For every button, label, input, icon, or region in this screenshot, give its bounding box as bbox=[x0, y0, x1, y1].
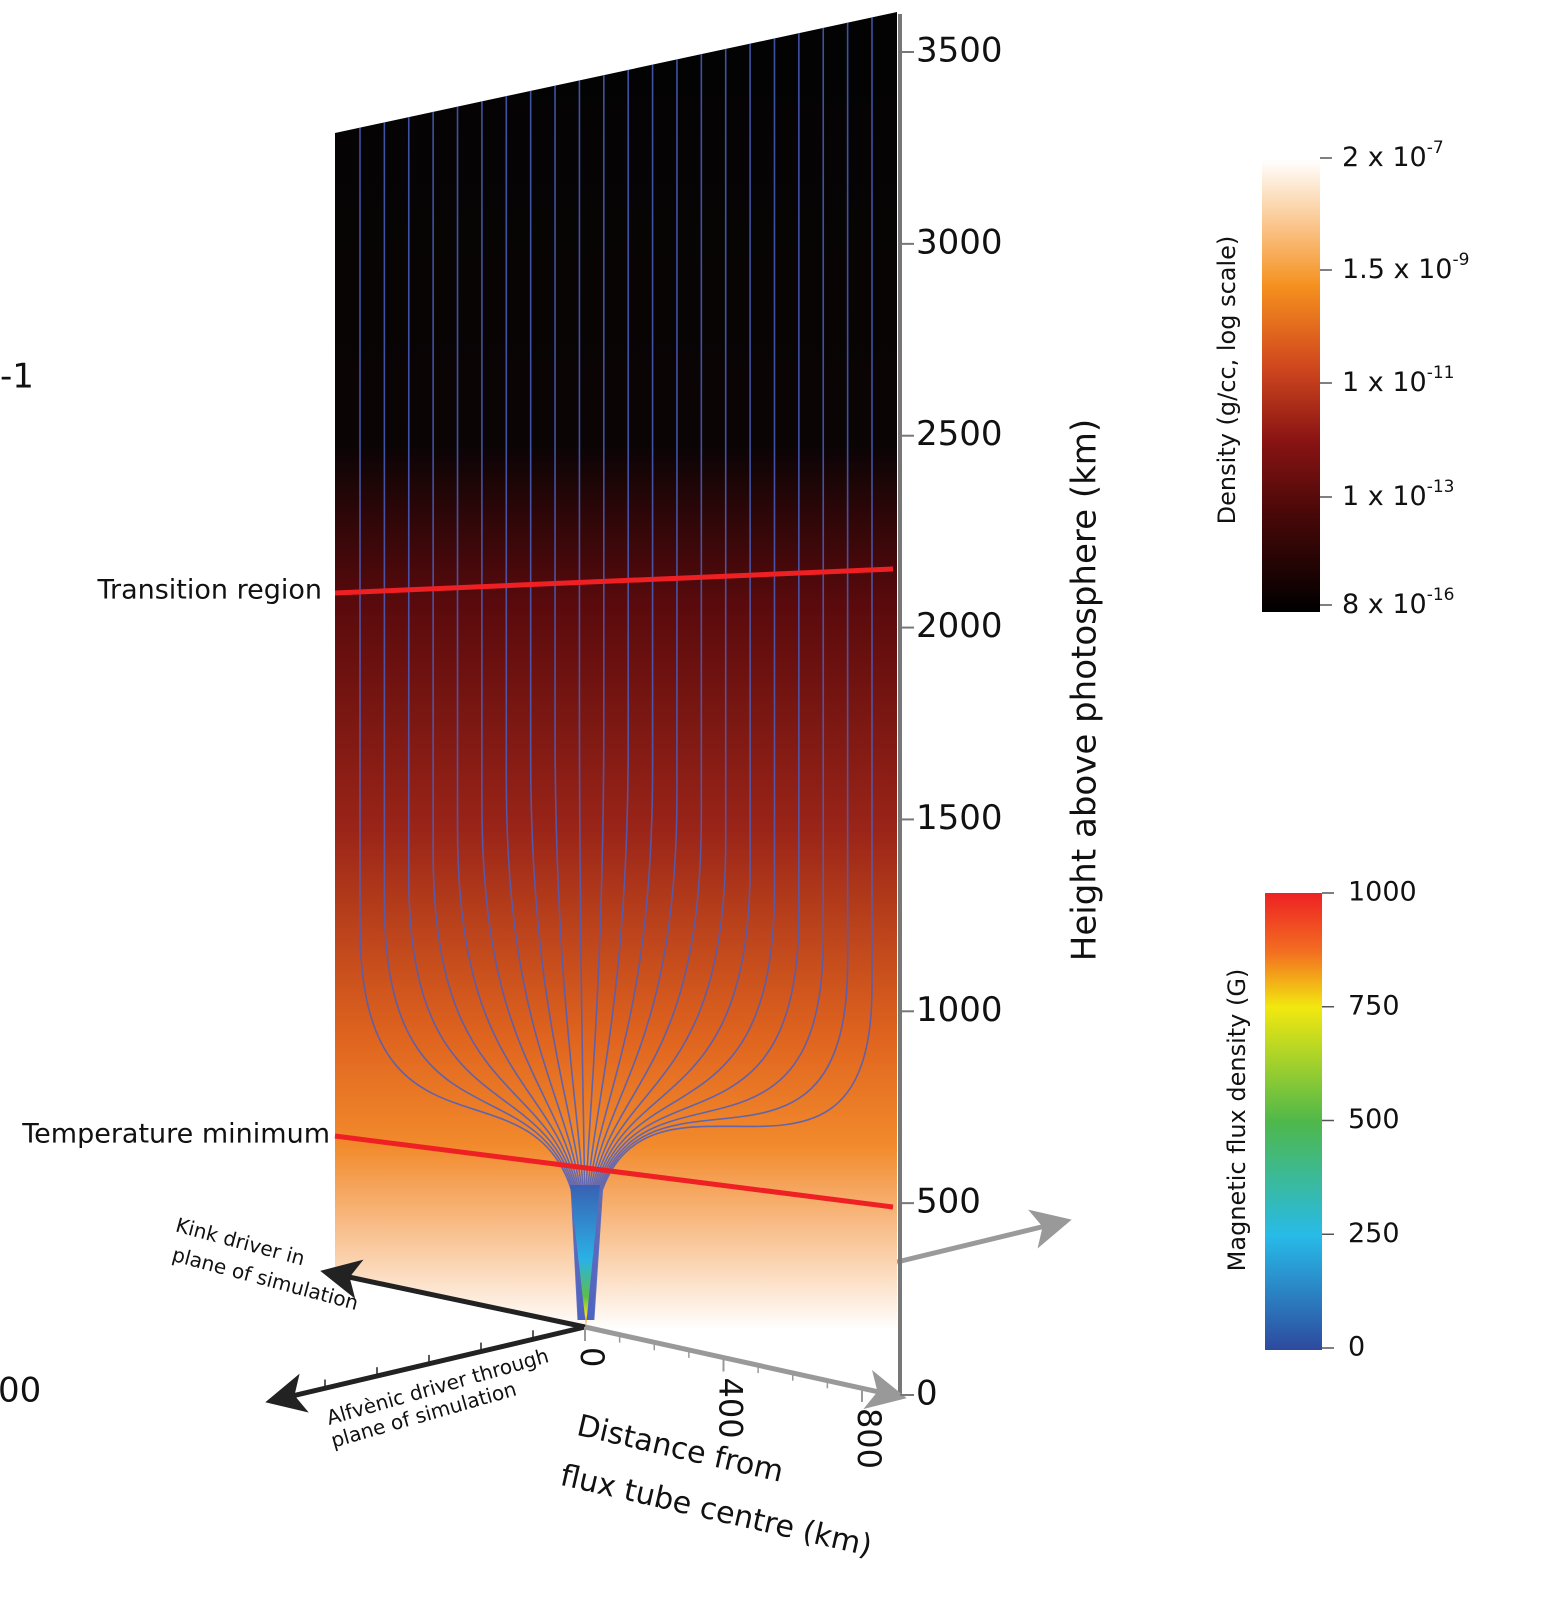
field-line bbox=[591, 27, 825, 1321]
y-tick-label: 1500 bbox=[916, 798, 1003, 838]
colorbar-tick-label: 1 x 10-11 bbox=[1342, 363, 1454, 398]
tick-exponent: -9 bbox=[1452, 250, 1469, 270]
field-line bbox=[505, 96, 584, 1321]
x-tick-label: 400 bbox=[712, 1377, 750, 1438]
clipped-text: 00 bbox=[0, 1371, 41, 1411]
field-line bbox=[407, 117, 581, 1321]
distance-axis-line bbox=[584, 1324, 907, 1410]
field-line bbox=[578, 80, 586, 1321]
field-line bbox=[587, 54, 703, 1321]
colorbar-tick-label: 1000 bbox=[1348, 877, 1417, 908]
temperature-minimum-line bbox=[334, 1133, 894, 1210]
field-lines bbox=[359, 17, 873, 1321]
simulation-plane bbox=[335, 12, 897, 1395]
y-tick-label: 3500 bbox=[916, 31, 1003, 71]
tick-exponent: -16 bbox=[1427, 585, 1455, 605]
field-line bbox=[456, 106, 582, 1321]
field-line bbox=[554, 85, 585, 1321]
y-tick-label: 3000 bbox=[916, 222, 1003, 262]
field-line bbox=[383, 122, 580, 1321]
density-colorbar bbox=[1262, 160, 1320, 612]
field-line bbox=[584, 75, 605, 1321]
y-tick-label: 0 bbox=[916, 1374, 938, 1414]
transition-region-line bbox=[334, 566, 894, 596]
field-line bbox=[590, 33, 800, 1321]
tick-exponent: -13 bbox=[1427, 477, 1455, 497]
field-line bbox=[588, 48, 727, 1321]
field-line bbox=[359, 127, 580, 1321]
field-line bbox=[586, 64, 654, 1321]
transition-region-label: Transition region bbox=[96, 575, 322, 606]
field-line bbox=[585, 69, 629, 1321]
y-tick-label: 1000 bbox=[916, 990, 1003, 1030]
field-line bbox=[586, 59, 678, 1321]
field-line bbox=[592, 17, 873, 1321]
field-line bbox=[432, 111, 582, 1321]
field-line bbox=[529, 90, 585, 1321]
colorbar-tick-label: 750 bbox=[1348, 990, 1400, 1021]
tick-mantissa: 1 x 10 bbox=[1342, 481, 1427, 512]
field-line bbox=[589, 43, 751, 1321]
flux-colorbar bbox=[1265, 893, 1322, 1350]
clipped-text: -1 bbox=[0, 357, 34, 397]
y-tick-label: 2000 bbox=[916, 606, 1003, 646]
density-colorbar-title: Density (g/cc, log scale) bbox=[1213, 236, 1241, 525]
kink-driver-arrow bbox=[320, 1259, 586, 1330]
tick-mantissa: 1.5 x 10 bbox=[1342, 254, 1452, 285]
tick-exponent: -11 bbox=[1427, 363, 1455, 383]
tick-mantissa: 8 x 10 bbox=[1342, 589, 1427, 620]
height-axis-title: Height above photosphere (km) bbox=[1065, 419, 1105, 961]
colorbar-tick-label: 250 bbox=[1348, 1218, 1400, 1249]
y-tick-label: 500 bbox=[916, 1182, 981, 1222]
flux-tube-core bbox=[570, 1185, 600, 1326]
depth-arrow bbox=[896, 1209, 1072, 1265]
y-tick-label: 2500 bbox=[916, 414, 1003, 454]
tick-mantissa: 1 x 10 bbox=[1342, 367, 1427, 398]
tick-exponent: -7 bbox=[1427, 138, 1444, 158]
colorbar-tick-label: 0 bbox=[1348, 1332, 1365, 1363]
field-line bbox=[589, 38, 776, 1321]
colorbar-tick-label: 1.5 x 10-9 bbox=[1342, 250, 1469, 285]
colorbar-tick-label: 2 x 10-7 bbox=[1342, 138, 1444, 173]
field-line bbox=[592, 22, 849, 1321]
flux-colorbar-title: Magnetic flux density (G) bbox=[1223, 969, 1251, 1272]
temperature-minimum-label: Temperature minimum bbox=[21, 1119, 330, 1150]
colorbar-tick-label: 8 x 10-16 bbox=[1342, 585, 1454, 620]
colorbar-tick-label: 500 bbox=[1348, 1104, 1400, 1135]
x-tick-label: 0 bbox=[573, 1347, 611, 1367]
x-tick-label: 800 bbox=[850, 1408, 888, 1469]
tick-mantissa: 2 x 10 bbox=[1342, 142, 1427, 173]
colorbar-tick-label: 1 x 10-13 bbox=[1342, 477, 1454, 512]
field-line bbox=[481, 101, 583, 1321]
